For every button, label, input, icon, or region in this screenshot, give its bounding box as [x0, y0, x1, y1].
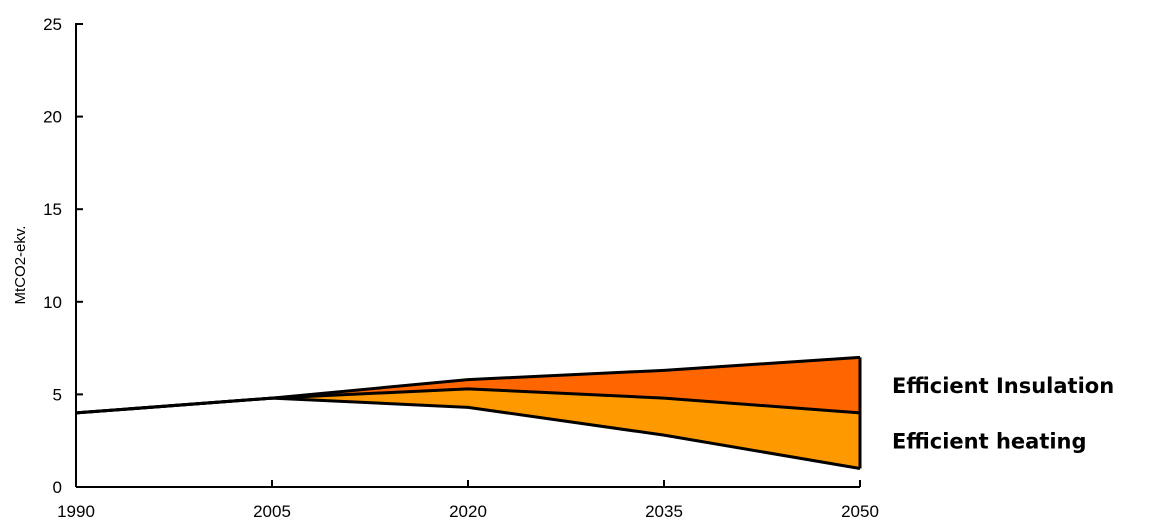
y-tick-label: 0 [53, 478, 62, 497]
area-layer [76, 357, 860, 469]
series-label-efficient-heating: Efficient heating [892, 430, 1087, 454]
axes: 0 5 10 15 20 25 1990 2005 2020 2035 2050 [43, 15, 879, 521]
y-tick-label: 25 [43, 15, 62, 34]
x-tick-label: 2005 [253, 502, 291, 521]
x-tick-label: 2020 [449, 502, 487, 521]
y-tick-label: 5 [53, 385, 62, 404]
x-tick-label: 1990 [57, 502, 95, 521]
y-tick-label: 10 [43, 293, 62, 312]
y-tick-label: 15 [43, 200, 62, 219]
series-label-efficient-insulation: Efficient Insulation [892, 374, 1114, 398]
series-labels: Efficient Insulation Efficient heating [892, 374, 1114, 454]
area-efficient-heating [76, 388, 860, 469]
y-axis-title: MtCO2-ekv. [12, 226, 29, 305]
y-tick-label: 20 [43, 108, 62, 127]
line-layer [75, 355, 862, 470]
boundary-line-bottom [75, 396, 861, 470]
x-tick-label: 2035 [645, 502, 683, 521]
x-tick-label: 2050 [841, 502, 879, 521]
